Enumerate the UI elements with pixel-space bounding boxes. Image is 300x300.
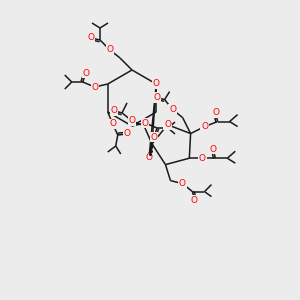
Text: O: O <box>128 116 136 125</box>
Text: O: O <box>146 153 152 162</box>
Text: O: O <box>164 120 171 129</box>
Text: O: O <box>212 108 219 117</box>
Text: O: O <box>123 130 130 139</box>
Text: O: O <box>106 46 113 55</box>
Text: O: O <box>153 80 160 88</box>
Text: O: O <box>201 122 208 131</box>
Text: O: O <box>191 196 198 205</box>
Text: O: O <box>109 119 116 128</box>
Text: O: O <box>210 145 217 154</box>
Text: O: O <box>151 133 158 142</box>
Text: O: O <box>179 179 186 188</box>
Text: O: O <box>153 93 160 102</box>
Text: O: O <box>82 68 89 77</box>
Text: O: O <box>142 118 148 127</box>
Text: O: O <box>169 105 176 114</box>
Text: O: O <box>91 82 98 91</box>
Text: O: O <box>199 154 206 163</box>
Text: O: O <box>110 106 118 116</box>
Text: O: O <box>88 34 94 43</box>
